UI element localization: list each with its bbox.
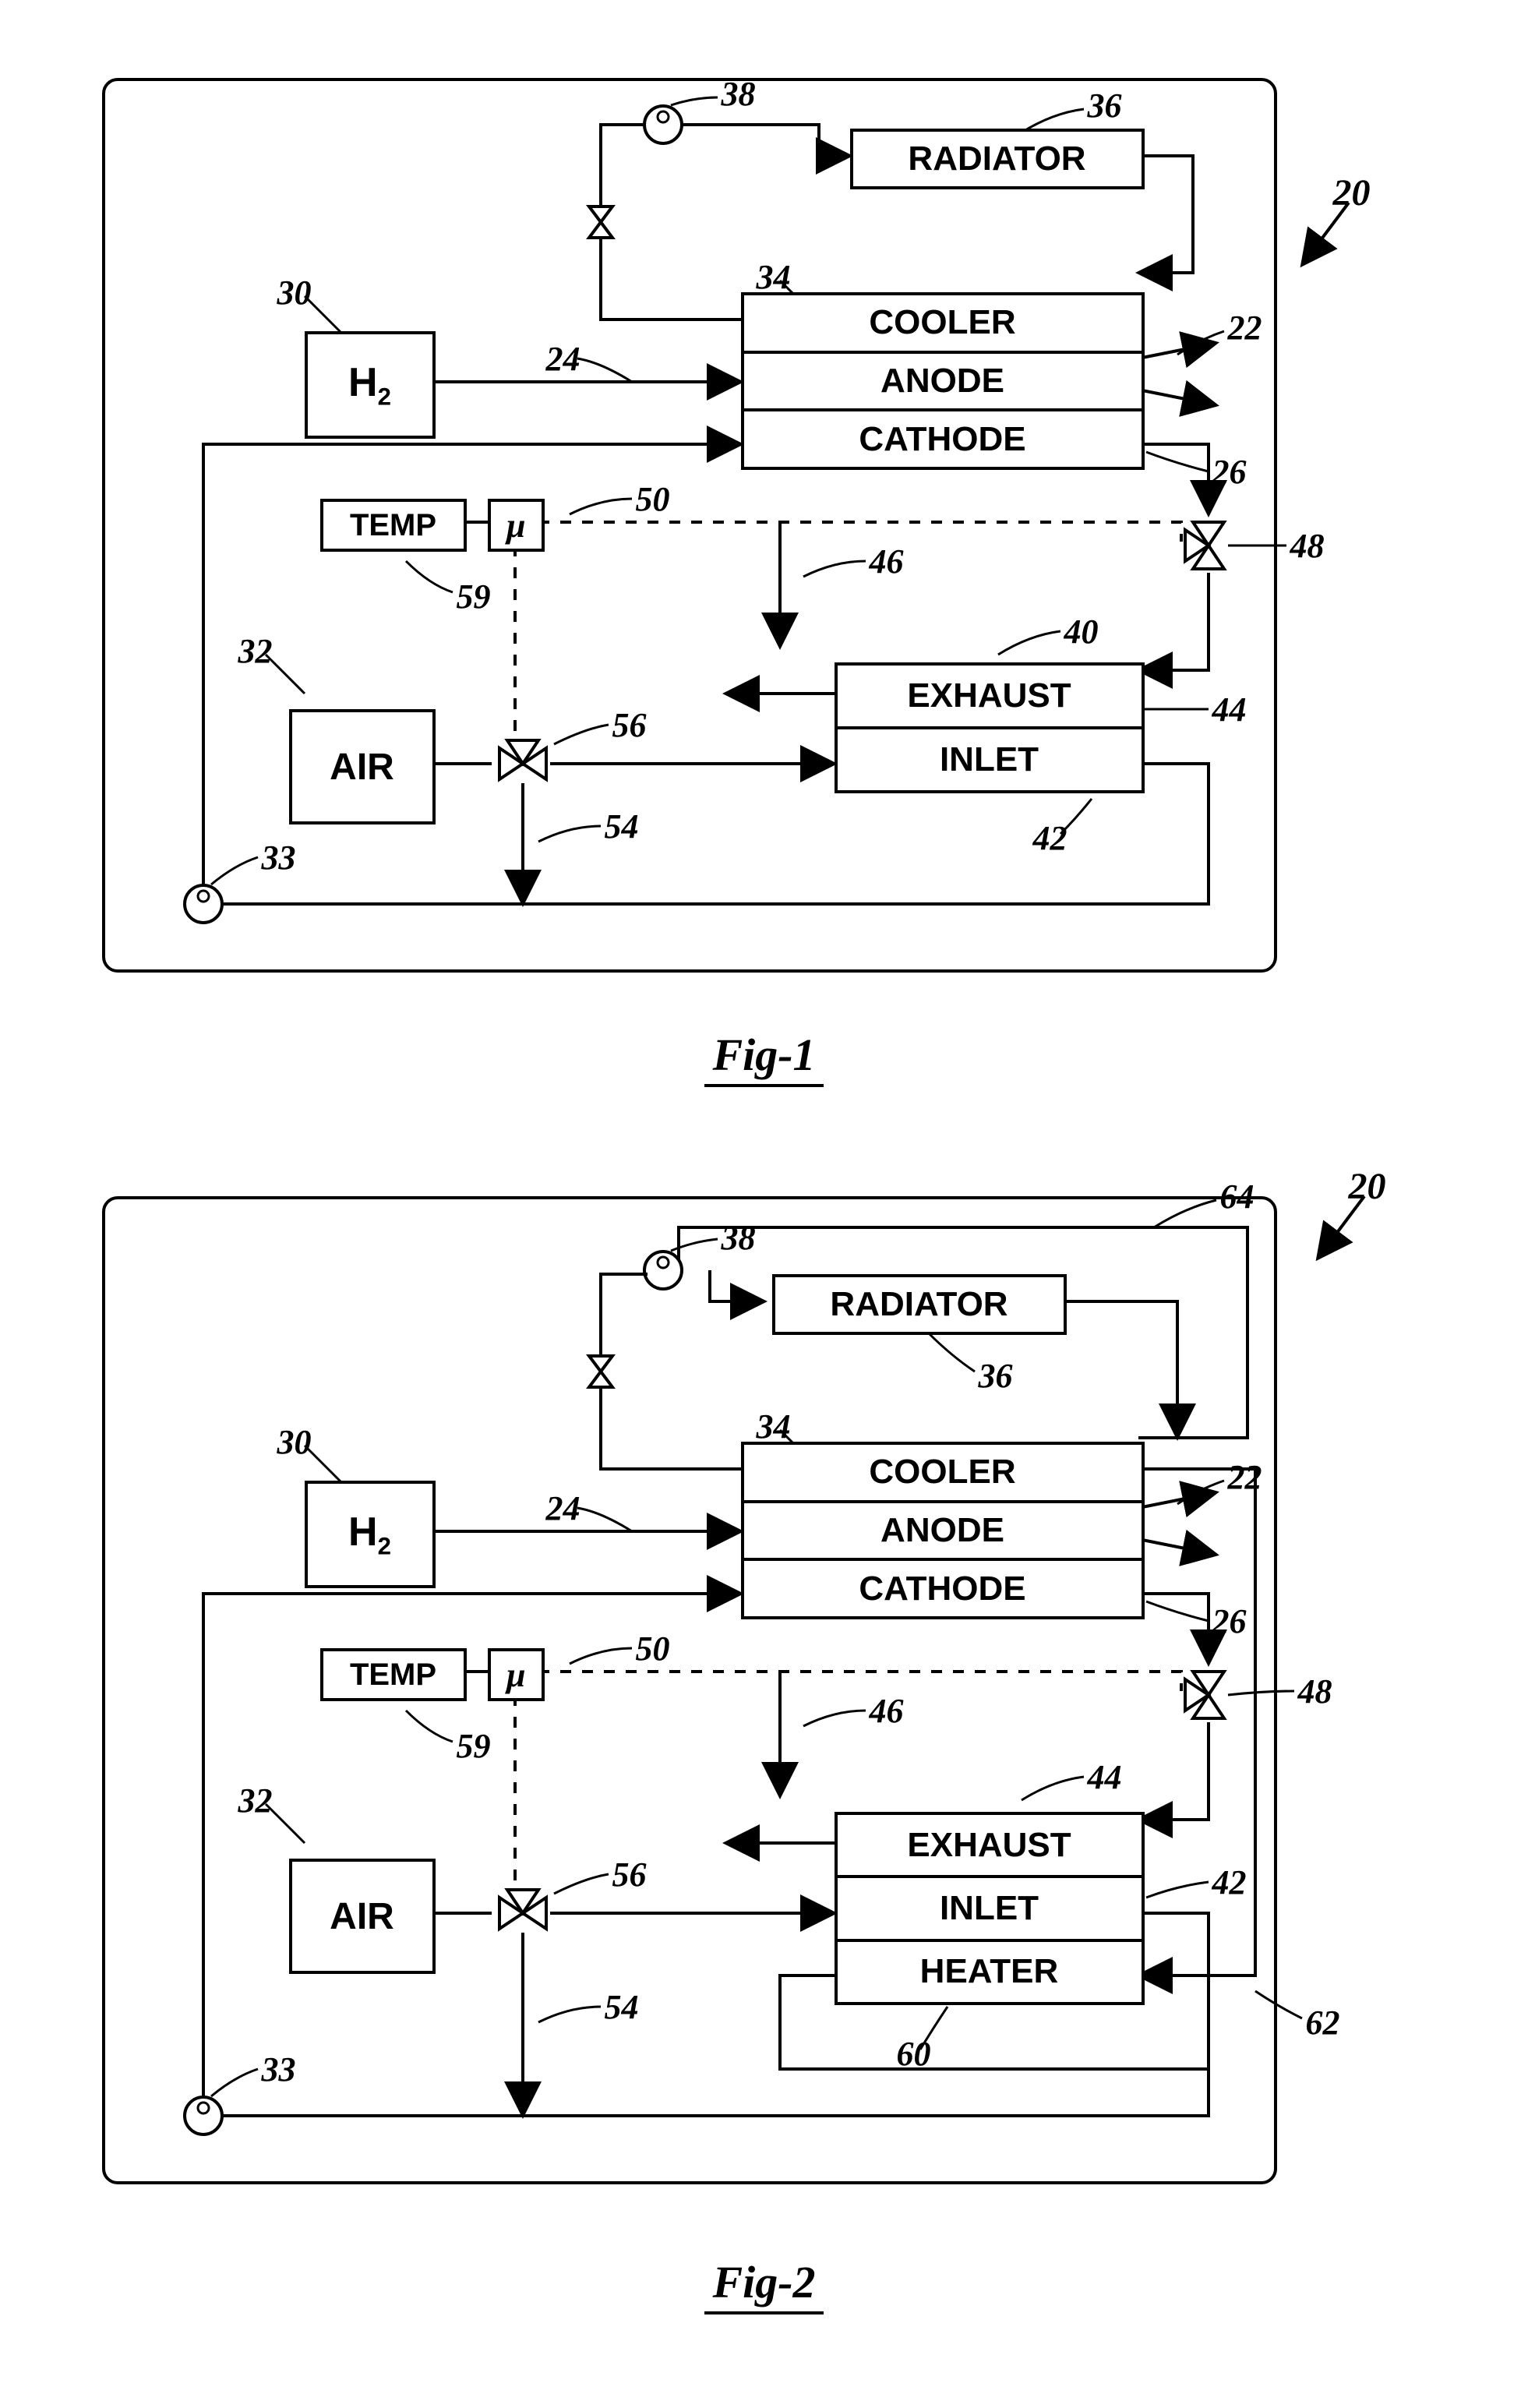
fig1-caption: Fig-1	[704, 1029, 823, 1087]
radiator-box-2: RADIATOR	[772, 1274, 1067, 1335]
ref-34b: 34	[757, 1407, 791, 1446]
ref-59b: 59	[457, 1726, 491, 1766]
ref-32: 32	[238, 631, 273, 671]
temp-box-2: TEMP	[320, 1648, 467, 1701]
ref-56b: 56	[612, 1855, 647, 1894]
temp-label: TEMP	[350, 508, 436, 543]
cooler-label-2: COOLER	[869, 1453, 1015, 1492]
ref-50: 50	[636, 479, 670, 519]
ref-48b: 48	[1298, 1672, 1332, 1711]
ref-48: 48	[1290, 526, 1325, 566]
anode-label: ANODE	[880, 362, 1004, 401]
mu-label-2: µ	[506, 1655, 525, 1695]
mu-label: µ	[506, 506, 525, 546]
ref-54: 54	[605, 807, 639, 846]
ref-36: 36	[1088, 86, 1122, 125]
inlet-label-2: INLET	[940, 1889, 1039, 1928]
ref-46b: 46	[870, 1691, 904, 1731]
radiator-label-2: RADIATOR	[830, 1285, 1007, 1324]
figure-2-frame	[102, 1196, 1277, 2184]
heater-label-2: HEATER	[920, 1952, 1059, 1991]
cathode-label: CATHODE	[859, 420, 1025, 459]
ref-64: 64	[1220, 1177, 1255, 1216]
ref-44: 44	[1212, 690, 1247, 729]
mu-box-2: µ	[488, 1648, 545, 1701]
ref-33b: 33	[262, 2050, 296, 2089]
ref-24: 24	[546, 339, 580, 379]
anode-label-2: ANODE	[880, 1511, 1004, 1550]
ref-24b: 24	[546, 1488, 580, 1528]
temp-box: TEMP	[320, 499, 467, 552]
fuelcell-stack-2: COOLER ANODE CATHODE	[741, 1442, 1145, 1619]
ref-62: 62	[1306, 2003, 1340, 2043]
ref-42b: 42	[1212, 1862, 1247, 1902]
fig2-caption: Fig-2	[704, 2256, 823, 2314]
exhaust-stack-2: EXHAUST INLET HEATER	[835, 1812, 1145, 2005]
exhaust-label: EXHAUST	[907, 676, 1071, 715]
h2-label-2: H2	[348, 1509, 391, 1560]
ref-26: 26	[1212, 452, 1247, 492]
air-label: AIR	[330, 746, 394, 789]
air-box: AIR	[289, 709, 436, 824]
inlet-label: INLET	[940, 740, 1039, 779]
ref-42: 42	[1033, 818, 1067, 858]
radiator-box: RADIATOR	[850, 129, 1145, 189]
ref-33: 33	[262, 838, 296, 877]
ref-22b: 22	[1228, 1457, 1262, 1497]
h2-label: H2	[348, 359, 391, 411]
ref-30: 30	[277, 273, 312, 312]
ref-22: 22	[1228, 308, 1262, 348]
ref-38: 38	[722, 74, 756, 114]
mu-box: µ	[488, 499, 545, 552]
ref-56: 56	[612, 705, 647, 745]
ref-40: 40	[1064, 612, 1099, 651]
exhaust-label-2: EXHAUST	[907, 1826, 1071, 1865]
h2-box-2: H2	[305, 1481, 436, 1588]
ref-60: 60	[897, 2034, 931, 2074]
ref-44b: 44	[1088, 1757, 1122, 1797]
air-label-2: AIR	[330, 1895, 394, 1938]
ref-50b: 50	[636, 1629, 670, 1668]
ref-54b: 54	[605, 1987, 639, 2027]
temp-label-2: TEMP	[350, 1658, 436, 1693]
h2-box: H2	[305, 331, 436, 439]
ref-38b: 38	[722, 1218, 756, 1258]
ref-20: 20	[1333, 171, 1371, 214]
ref-34: 34	[757, 257, 791, 297]
radiator-label: RADIATOR	[908, 139, 1085, 178]
ref-36b: 36	[979, 1356, 1013, 1396]
ref-20b: 20	[1349, 1165, 1386, 1208]
ref-46: 46	[870, 542, 904, 581]
fuelcell-stack: COOLER ANODE CATHODE	[741, 292, 1145, 470]
ref-59: 59	[457, 577, 491, 616]
ref-26b: 26	[1212, 1601, 1247, 1641]
air-box-2: AIR	[289, 1859, 436, 1974]
ref-30b: 30	[277, 1422, 312, 1462]
cathode-label-2: CATHODE	[859, 1569, 1025, 1608]
cooler-label: COOLER	[869, 303, 1015, 342]
exhaust-stack: EXHAUST INLET	[835, 662, 1145, 793]
ref-32b: 32	[238, 1781, 273, 1820]
